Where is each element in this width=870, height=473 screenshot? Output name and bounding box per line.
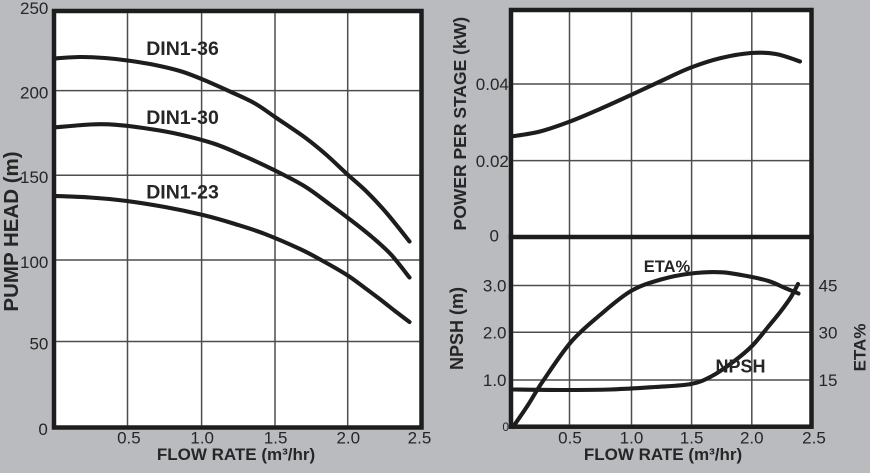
svg-text:1.5: 1.5 xyxy=(680,429,704,448)
svg-text:ETA%: ETA% xyxy=(644,258,691,276)
svg-text:NPSH (m): NPSH (m) xyxy=(447,287,467,370)
svg-text:250: 250 xyxy=(20,0,48,18)
svg-text:0: 0 xyxy=(490,227,499,246)
svg-text:15: 15 xyxy=(819,371,838,390)
svg-text:0.5: 0.5 xyxy=(117,429,141,448)
svg-text:150: 150 xyxy=(20,168,48,187)
svg-text:1.0: 1.0 xyxy=(620,429,644,448)
svg-text:30: 30 xyxy=(819,323,838,342)
svg-text:FLOW RATE (m³/hr): FLOW RATE (m³/hr) xyxy=(157,445,315,464)
svg-text:50: 50 xyxy=(29,334,48,353)
svg-text:DIN1-36: DIN1-36 xyxy=(146,38,219,60)
svg-text:0: 0 xyxy=(38,420,47,439)
svg-text:NPSH: NPSH xyxy=(715,357,765,377)
svg-text:1.0: 1.0 xyxy=(190,429,214,448)
svg-text:200: 200 xyxy=(20,83,48,102)
svg-text:DIN1-30: DIN1-30 xyxy=(146,107,219,129)
svg-text:2.5: 2.5 xyxy=(408,429,432,448)
svg-text:100: 100 xyxy=(20,253,48,272)
svg-text:0: 0 xyxy=(502,420,509,434)
svg-text:2.0: 2.0 xyxy=(740,429,764,448)
svg-text:0.5: 0.5 xyxy=(558,429,582,448)
svg-text:1.0: 1.0 xyxy=(483,371,507,390)
svg-text:PUMP HEAD (m): PUMP HEAD (m) xyxy=(0,151,23,311)
svg-text:3.0: 3.0 xyxy=(483,277,507,296)
svg-text:0.04: 0.04 xyxy=(476,75,509,94)
svg-text:1.5: 1.5 xyxy=(264,429,288,448)
svg-text:FLOW RATE (m³/hr): FLOW RATE (m³/hr) xyxy=(584,445,742,464)
svg-text:0.02: 0.02 xyxy=(476,152,509,171)
svg-text:45: 45 xyxy=(819,277,838,296)
svg-text:2.0: 2.0 xyxy=(483,323,507,342)
svg-text:ETA%: ETA% xyxy=(851,324,870,372)
svg-text:POWER PER STAGE (kW): POWER PER STAGE (kW) xyxy=(450,17,470,231)
svg-text:2.5: 2.5 xyxy=(802,429,826,448)
svg-text:DIN1-23: DIN1-23 xyxy=(146,182,219,204)
svg-text:2.0: 2.0 xyxy=(336,429,360,448)
